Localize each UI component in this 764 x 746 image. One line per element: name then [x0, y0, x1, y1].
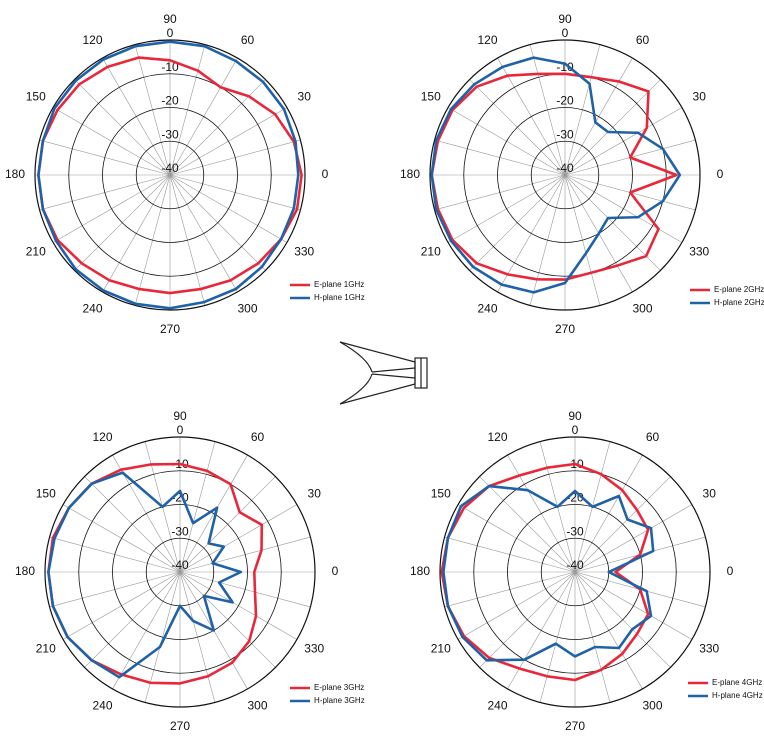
theta-tick-label: 210 — [431, 642, 451, 656]
theta-tick-label: 270 — [565, 719, 585, 733]
r-tick-label: 0 — [562, 26, 569, 40]
pattern-line — [430, 56, 682, 294]
theta-tick-label: 30 — [308, 487, 322, 501]
r-tick-label: 0 — [572, 423, 579, 437]
theta-tick-label: 240 — [487, 698, 507, 712]
ring-grid-line — [530, 140, 600, 210]
ring-grid-line — [507, 504, 643, 640]
theta-tick-label: 60 — [646, 430, 660, 444]
theta-tick-label: 150 — [36, 487, 56, 501]
theta-tick-label: 90 — [558, 12, 572, 26]
pattern-line — [430, 72, 678, 281]
theta-tick-label: 120 — [82, 33, 102, 47]
polar-chart: 0 30 60 90 120 150 180 210 240 270 300 330 -40 -30 -20… — [5, 12, 365, 336]
ring-grid-line — [439, 436, 711, 708]
horn-inner — [339, 341, 416, 405]
ring-grid-line — [473, 470, 677, 674]
theta-tick-label: 90 — [568, 409, 582, 423]
theta-tick-label: 240 — [477, 301, 497, 315]
theta-tick-label: 0 — [332, 564, 339, 578]
horn-outline — [339, 341, 416, 405]
ring-grid-line — [44, 436, 316, 708]
ring-grid-line — [429, 39, 701, 311]
polar-chart: 0306090120150180210240270300330-40-30-20… — [410, 409, 763, 733]
theta-tick-label: 90 — [163, 12, 177, 26]
theta-tick-label: 0 — [717, 167, 724, 181]
pattern-line — [440, 462, 650, 682]
r-tick-label: -10 — [161, 60, 179, 74]
theta-tick-label: 300 — [247, 698, 267, 712]
theta-tick-label: 330 — [699, 642, 719, 656]
theta-tick-label: 180 — [400, 167, 420, 181]
theta-tick-label: 300 — [642, 698, 662, 712]
theta-tick-label: 60 — [251, 430, 265, 444]
r-tick-label: -40 — [161, 161, 179, 175]
legend-label: E-plane 3GHz — [314, 683, 364, 692]
theta-tick-label: 240 — [82, 301, 102, 315]
theta-tick-label: 300 — [632, 301, 652, 315]
theta-tick-label: 180 — [410, 564, 430, 578]
r-tick-label: -40 — [171, 558, 189, 572]
r-tick-label: 0 — [177, 423, 184, 437]
pattern-line — [47, 471, 243, 679]
theta-tick-label: 90 — [173, 409, 187, 423]
legend-label: E-plane 4GHz — [712, 678, 762, 687]
r-tick-label: -30 — [171, 524, 189, 538]
theta-tick-label: 150 — [26, 90, 46, 104]
theta-tick-label: 120 — [92, 430, 112, 444]
theta-tick-label: 210 — [36, 642, 56, 656]
r-tick-label: -30 — [161, 127, 179, 141]
theta-tick-label: 150 — [421, 90, 441, 104]
theta-tick-label: 150 — [431, 487, 451, 501]
ring-grid-line — [135, 140, 205, 210]
theta-tick-label: 0 — [727, 564, 734, 578]
theta-tick-label: 120 — [477, 33, 497, 47]
theta-tick-label: 210 — [421, 245, 441, 259]
theta-tick-label: 270 — [555, 322, 575, 336]
theta-tick-label: 330 — [304, 642, 324, 656]
theta-tick-label: 120 — [487, 430, 507, 444]
ring-grid-line — [34, 39, 306, 311]
ring-grid-line — [68, 73, 272, 277]
r-tick-label: -20 — [556, 94, 574, 108]
theta-tick-label: 30 — [298, 90, 312, 104]
legend-label: E-plane 2GHz — [714, 285, 764, 294]
theta-tick-label: 0 — [322, 167, 329, 181]
legend-label: E-plane 1GHz — [314, 280, 364, 289]
r-tick-label: -30 — [566, 524, 584, 538]
ring-grid-line — [78, 470, 282, 674]
pattern-line — [37, 40, 300, 310]
legend-label: H-plane 2GHz — [714, 298, 764, 307]
ring-grid-line — [112, 504, 248, 640]
polar-chart: 0306090120150180210240270300330-40-30-20… — [15, 409, 365, 733]
theta-tick-label: 180 — [5, 167, 25, 181]
r-tick-label: -40 — [566, 558, 584, 572]
theta-tick-label: 270 — [170, 719, 190, 733]
polar-chart: 0 30 60 90 120 150 180 210 240 270 300 330 -40 -30 -20… — [400, 12, 764, 336]
r-tick-label: 0 — [167, 26, 174, 40]
theta-tick-label: 330 — [689, 245, 709, 259]
horn-antenna-icon — [339, 341, 428, 405]
theta-tick-label: 270 — [160, 322, 180, 336]
theta-tick-label: 240 — [92, 698, 112, 712]
ring-grid-line — [497, 107, 633, 243]
theta-tick-label: 60 — [241, 33, 255, 47]
theta-tick-label: 210 — [26, 245, 46, 259]
theta-tick-label: 180 — [15, 564, 35, 578]
theta-tick-label: 330 — [294, 245, 314, 259]
theta-tick-label: 30 — [693, 90, 707, 104]
theta-tick-label: 30 — [703, 487, 717, 501]
r-tick-label: -20 — [161, 94, 179, 108]
legend-label: H-plane 3GHz — [314, 696, 365, 705]
legend-label: H-plane 4GHz — [712, 691, 763, 700]
legend-label: H-plane 1GHz — [314, 293, 365, 302]
theta-tick-label: 60 — [636, 33, 650, 47]
r-tick-label: -30 — [556, 127, 574, 141]
pattern-line — [442, 484, 655, 662]
r-tick-label: -40 — [556, 161, 574, 175]
ring-grid-line — [102, 107, 238, 243]
theta-tick-label: 300 — [237, 301, 257, 315]
